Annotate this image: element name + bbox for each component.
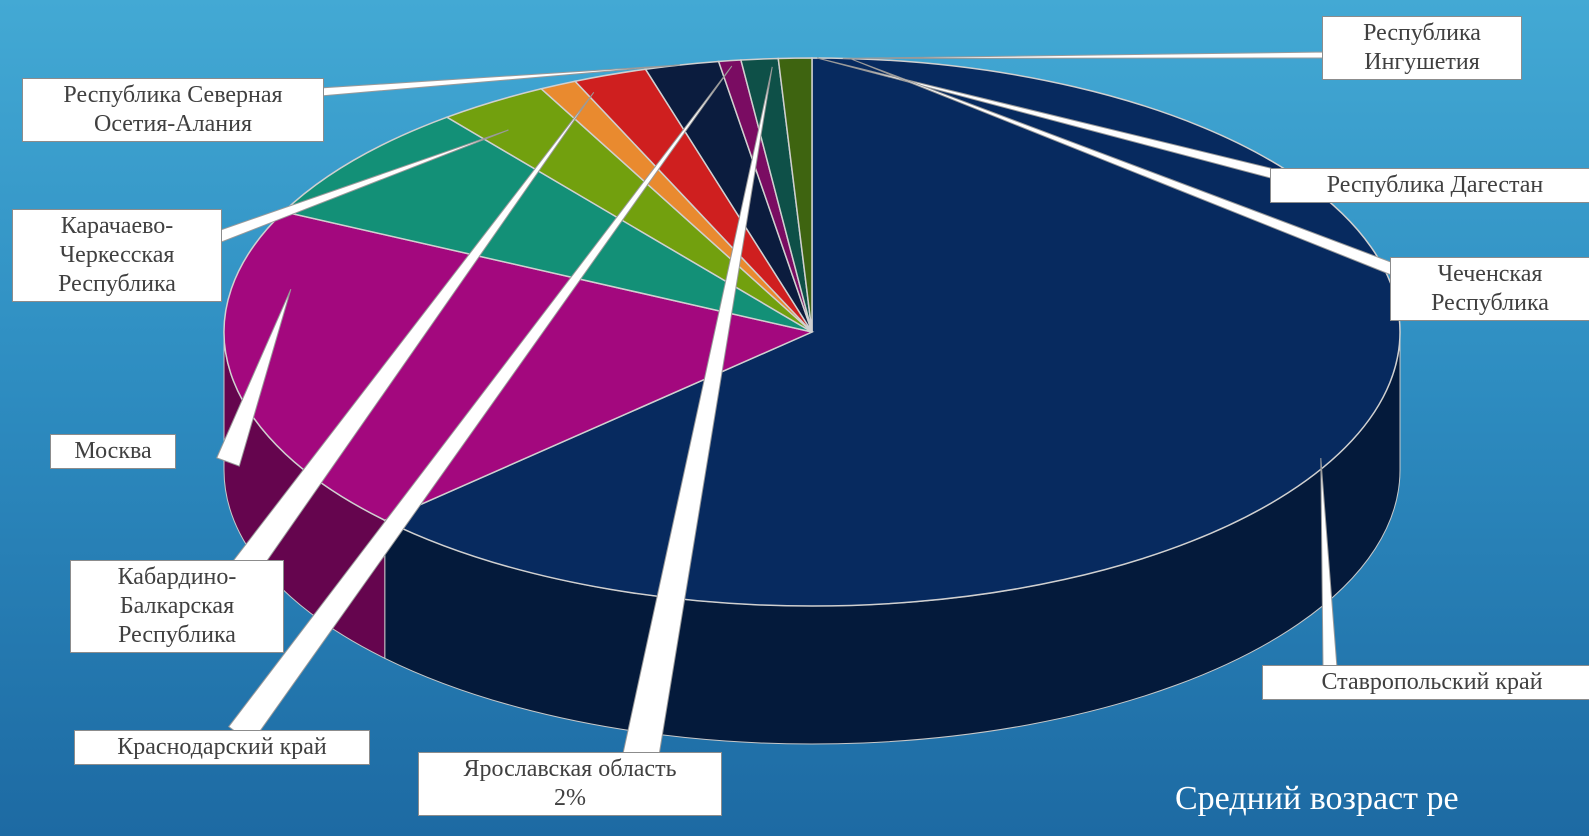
- slide-subtitle: Средний возраст ре: [1175, 780, 1459, 817]
- label-chechnya: Чеченская Республика: [1390, 257, 1589, 321]
- leader-8: [842, 51, 1326, 59]
- label-dagestan: Республика Дагестан: [1270, 168, 1589, 203]
- pie-tops: [223, 57, 1401, 607]
- leader-lines: [207, 51, 1398, 764]
- pie-slice-0: [383, 57, 1401, 607]
- pie-slice-2: [282, 116, 813, 333]
- label-moskva: Москва: [50, 434, 176, 469]
- label-stavropol: Ставропольский край: [1262, 665, 1589, 700]
- label-kabardino: Кабардино-Балкарская Республика: [70, 560, 284, 653]
- leader-1: [216, 288, 292, 467]
- label-ingushetiya: Республика Ингушетия: [1322, 16, 1522, 80]
- label-karachaevo: Карачаево-Черкесская Республика: [12, 209, 222, 302]
- pie-slice-9: [777, 57, 813, 333]
- label-yaroslavl: Ярославская область 2%: [418, 752, 722, 816]
- label-krasnodar: Краснодарский край: [74, 730, 370, 765]
- label-severnaya-osetiya: Республика Северная Осетия-Алания: [22, 78, 324, 142]
